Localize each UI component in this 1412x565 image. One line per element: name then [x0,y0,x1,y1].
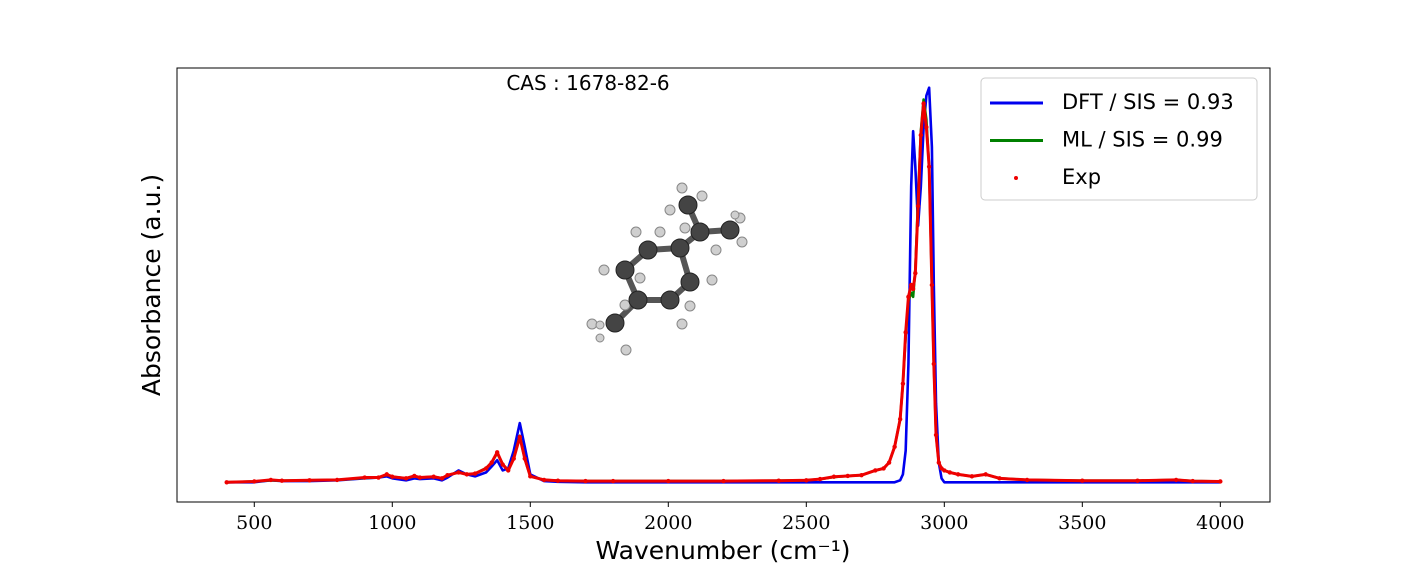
exp-point [268,477,274,483]
exp-point [931,361,937,367]
exp-point [403,476,409,481]
exp-point [1080,478,1085,483]
exp-point [908,282,914,288]
exp-point [431,474,436,479]
x-tick-label: 2000 [644,512,692,534]
molecule-hydrogens [586,182,748,356]
x-tick-label: 3500 [1058,512,1106,534]
exp-point [983,472,988,477]
exp-point [384,472,389,477]
exp-point [376,475,381,480]
exp-point [997,476,1002,481]
exp-point [362,475,367,480]
exp-point [334,477,340,483]
exp-point [511,456,516,461]
exp-point [903,330,908,335]
exp-point [464,472,470,477]
molecule-carbons [605,195,740,333]
exp-point [1135,478,1140,483]
exp-point [541,477,547,483]
exp-point [1024,477,1030,483]
plot-frame [176,67,1271,503]
exp-point [913,270,918,276]
exp-point [1173,477,1179,483]
x-tick-label: 1500 [506,512,554,534]
exp-point [1190,478,1195,484]
x-tick-label: 1000 [368,512,416,534]
exp-point [776,478,781,483]
exp-point [528,474,533,479]
legend-box [980,77,1258,201]
exp-point [929,282,935,288]
y-axis-label: Absorbance (a.u.) [137,174,166,396]
exp-point [489,460,494,465]
exp-point [417,475,423,480]
x-tick-label: 3000 [920,512,968,534]
exp-point [494,450,500,455]
x-axis-label: Wavenumber (cm⁻¹) [596,536,851,565]
exp-point [517,434,523,440]
exp-point [910,286,916,292]
legend-label: Exp [1062,165,1101,189]
exp-point [445,472,450,478]
exp-point [933,432,939,438]
exp-point [439,476,445,481]
exp-point [472,471,478,476]
exp-point [831,474,837,479]
plot-area [224,86,1223,485]
exp-point [845,473,850,479]
exp-point [942,468,947,473]
exp-point [456,470,461,475]
annotation: CAS : 1678-82-6 [506,71,669,95]
exp-point [955,472,961,477]
x-tick-label: 2500 [782,512,830,534]
exp-point [804,478,809,483]
exp-point [915,203,921,209]
exp-point [390,474,395,479]
exp-point [279,478,285,483]
exp-point [483,466,489,471]
legend-label: ML / SIS = 0.99 [1062,128,1223,152]
exp-point [555,478,561,483]
exp-point [900,381,906,386]
exp-point [892,444,897,449]
exp-point [412,473,417,479]
exp-point [1218,479,1223,484]
exp-point [500,462,505,467]
legend-marker [1014,176,1018,180]
exp-point [817,476,823,482]
exp-point [926,164,932,169]
x-tick-label: 500 [236,512,272,534]
exp-point [252,479,257,484]
exp-point [307,478,312,483]
exp-point [873,468,878,473]
exp-point [924,124,929,130]
exp-point [224,480,229,485]
exp-point [522,456,527,461]
exp-point [906,294,911,300]
exp-point [721,478,726,484]
exp-point [886,460,892,465]
exp-point [583,478,588,484]
exp-point [947,470,953,475]
exp-point [666,478,671,484]
exp-point [859,472,864,478]
exp-point [936,460,941,465]
exp-point [881,466,886,471]
exp-point [969,474,975,479]
legend-label: DFT / SIS = 0.93 [1062,90,1234,114]
exp-point [610,478,616,484]
exp-point [897,416,903,422]
exp-point [921,101,926,106]
exp-point [506,468,511,473]
exp-point [918,132,924,138]
x-tick-label: 4000 [1196,512,1244,534]
